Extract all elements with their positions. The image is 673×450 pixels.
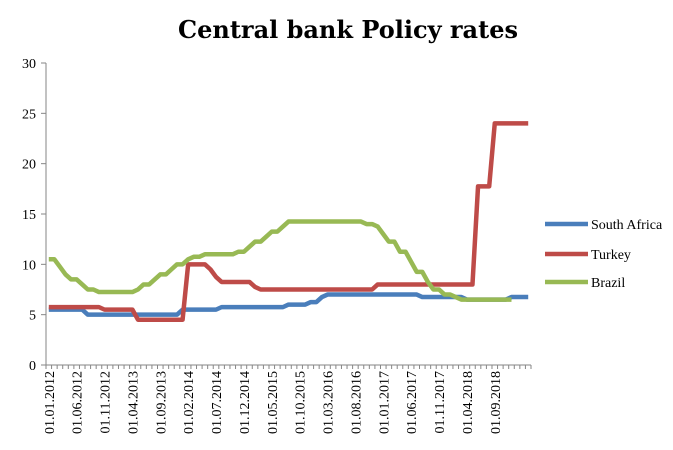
legend-label: Brazil: [591, 276, 625, 291]
legend-label: South Africa: [591, 218, 663, 233]
legend: South Africa Turkey Brazil: [545, 218, 663, 291]
y-tick-label: 0: [29, 359, 36, 374]
series-line-brazil: [48, 219, 512, 302]
y-tick-label: 30: [22, 57, 36, 72]
x-tick-label: 01.03.2016: [322, 371, 337, 434]
x-tick-label: 01.12.2014: [238, 371, 253, 434]
x-tick-label: 01.04.2013: [126, 371, 141, 434]
y-tick-label: 15: [22, 208, 36, 223]
x-tick-label: 01.07.2014: [210, 371, 225, 434]
x-tick-label: 01.05.2015: [266, 371, 281, 434]
y-axis-ticks: 0 5 10 15 20 25 30: [22, 57, 46, 374]
y-tick-label: 25: [22, 107, 36, 122]
y-tick-label: 10: [22, 258, 36, 273]
axes: [45, 63, 531, 366]
x-tick-label: 01.04.2018: [461, 371, 476, 434]
x-tick-label: 01.06.2017: [405, 371, 420, 434]
x-tick-label: 01.01.2012: [43, 371, 58, 434]
x-tick-label: 01.11.2012: [99, 371, 114, 433]
x-tick-label: 01.01.2017: [377, 371, 392, 434]
x-tick-label: 01.09.2013: [154, 371, 169, 434]
x-tick-label: 01.08.2016: [349, 371, 364, 434]
x-tick-label: 01.02.2014: [182, 371, 197, 434]
x-axis-ticks: 01.01.2012 01.06.2012 01.11.2012 01.04.2013…: [43, 365, 532, 434]
x-tick-label: 01.10.2015: [294, 371, 309, 434]
y-tick-label: 20: [22, 158, 36, 173]
x-tick-label: 01.11.2017: [433, 371, 448, 433]
series-line-turkey: [48, 121, 529, 322]
x-tick-label: 01.06.2012: [71, 371, 86, 434]
y-tick-label: 5: [29, 309, 36, 324]
x-tick-label: 01.09.2018: [489, 371, 504, 434]
legend-label: Turkey: [591, 248, 631, 263]
series-lines: [48, 121, 529, 322]
chart-title: Central bank Policy rates: [178, 15, 518, 44]
